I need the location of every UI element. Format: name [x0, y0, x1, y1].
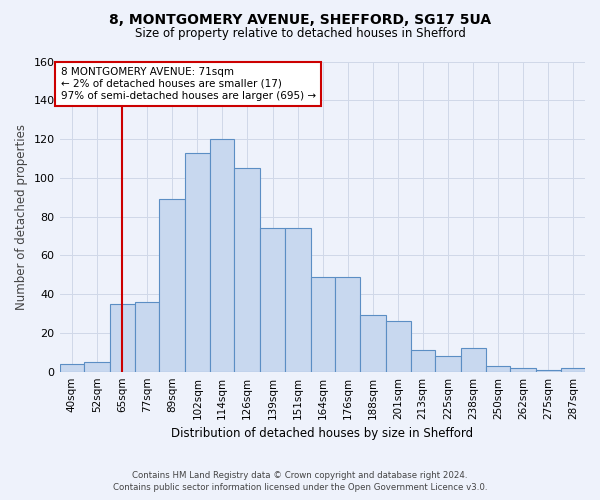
Bar: [560, 368, 585, 372]
Bar: [134, 302, 159, 372]
Text: 8, MONTGOMERY AVENUE, SHEFFORD, SG17 5UA: 8, MONTGOMERY AVENUE, SHEFFORD, SG17 5UA: [109, 12, 491, 26]
Bar: [260, 228, 285, 372]
Bar: [110, 304, 134, 372]
Bar: [335, 276, 360, 372]
Text: Size of property relative to detached houses in Shefford: Size of property relative to detached ho…: [134, 28, 466, 40]
Bar: [59, 364, 84, 372]
Bar: [311, 276, 335, 372]
Bar: [209, 139, 234, 372]
Bar: [485, 366, 510, 372]
Bar: [386, 322, 410, 372]
Text: Contains HM Land Registry data © Crown copyright and database right 2024.
Contai: Contains HM Land Registry data © Crown c…: [113, 471, 487, 492]
Bar: [410, 350, 435, 372]
Bar: [510, 368, 536, 372]
Bar: [285, 228, 311, 372]
Y-axis label: Number of detached properties: Number of detached properties: [15, 124, 28, 310]
Text: 8 MONTGOMERY AVENUE: 71sqm
← 2% of detached houses are smaller (17)
97% of semi-: 8 MONTGOMERY AVENUE: 71sqm ← 2% of detac…: [61, 68, 316, 100]
Bar: [84, 362, 110, 372]
Bar: [185, 152, 209, 372]
X-axis label: Distribution of detached houses by size in Shefford: Distribution of detached houses by size …: [171, 427, 473, 440]
Bar: [234, 168, 260, 372]
Bar: [159, 199, 185, 372]
Bar: [360, 316, 386, 372]
Bar: [435, 356, 461, 372]
Bar: [536, 370, 560, 372]
Bar: [461, 348, 485, 372]
